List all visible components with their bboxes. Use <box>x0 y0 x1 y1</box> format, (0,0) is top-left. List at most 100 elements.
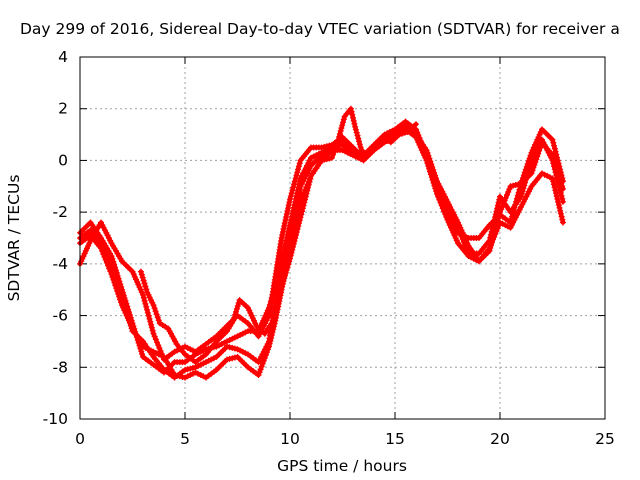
data-point <box>268 335 275 341</box>
data-point <box>273 306 279 313</box>
data-point <box>550 181 557 188</box>
data-point <box>516 186 523 193</box>
data-series <box>77 105 566 381</box>
data-point <box>291 181 297 188</box>
data-point <box>226 344 233 351</box>
data-point <box>437 199 444 206</box>
data-point <box>506 186 513 193</box>
data-point <box>492 231 499 237</box>
plot-frame <box>79 56 606 420</box>
y-tick-labels: -10 -8 -6 -4 -2 0 2 4 <box>43 48 68 428</box>
y-tick-label: -8 <box>53 358 68 376</box>
data-point <box>116 293 123 300</box>
data-point <box>294 226 301 233</box>
data-point <box>301 199 308 206</box>
y-tick-label: 0 <box>58 151 68 169</box>
data-point <box>401 129 408 136</box>
data-point <box>231 314 238 321</box>
data-point <box>235 300 242 306</box>
data-point <box>531 161 538 168</box>
data-point <box>352 153 359 160</box>
data-point <box>550 155 557 162</box>
data-point <box>273 303 280 310</box>
data-point <box>340 119 346 126</box>
data-point <box>205 357 212 364</box>
data-point <box>351 120 358 127</box>
data-point <box>306 178 313 185</box>
data-point <box>275 295 282 302</box>
chart-title: Day 299 of 2016, Sidereal Day-to-day VTE… <box>20 20 620 38</box>
data-point <box>263 349 270 356</box>
data-point <box>283 267 290 274</box>
data-point <box>137 268 144 275</box>
data-point <box>342 148 349 155</box>
data-point <box>553 163 559 170</box>
data-point <box>282 269 289 276</box>
data-point <box>330 151 337 158</box>
data-point <box>353 129 360 136</box>
data-point <box>558 180 565 187</box>
data-point <box>300 202 307 209</box>
data-point <box>551 157 558 164</box>
data-point <box>425 163 432 169</box>
data-point <box>233 305 240 312</box>
y-tick-label: -10 <box>43 410 68 428</box>
data-point <box>555 171 562 178</box>
x-tick-labels: 0 5 10 15 20 25 <box>75 430 615 448</box>
data-point <box>150 330 157 337</box>
data-point <box>331 148 338 155</box>
data-point <box>184 344 191 351</box>
data-point <box>280 226 287 232</box>
data-point <box>513 198 520 205</box>
data-point <box>433 188 440 195</box>
data-point <box>335 136 342 143</box>
data-point <box>237 332 244 338</box>
data-point <box>550 139 557 146</box>
data-point <box>413 121 419 128</box>
data-point <box>152 336 159 343</box>
data-point <box>117 296 124 303</box>
data-point <box>307 175 314 182</box>
data-point <box>544 172 551 179</box>
data-point <box>512 182 519 188</box>
data-point <box>279 232 286 238</box>
x-tick-label: 20 <box>490 430 510 448</box>
data-point <box>293 229 300 236</box>
data-point <box>274 300 281 307</box>
data-point <box>233 308 239 315</box>
data-point <box>535 150 542 157</box>
data-point <box>488 239 495 246</box>
data-point <box>142 300 149 307</box>
data-point <box>154 339 160 346</box>
data-point <box>460 239 467 245</box>
data-point <box>285 202 292 209</box>
x-tick-label: 10 <box>280 430 300 448</box>
data-point <box>295 163 302 170</box>
data-point <box>138 348 145 355</box>
data-point <box>98 245 104 252</box>
data-point <box>457 231 464 238</box>
data-point <box>555 201 562 208</box>
data-point <box>141 280 148 287</box>
data-point <box>305 184 311 191</box>
data-point <box>259 360 266 367</box>
data-point <box>285 261 292 268</box>
data-point <box>423 157 430 164</box>
data-point <box>289 246 296 253</box>
data-point <box>151 333 158 340</box>
data-point <box>352 123 359 130</box>
y-axis-label: SDTVAR / TECUs <box>5 175 23 302</box>
data-point <box>145 312 152 319</box>
y-tick-label: -2 <box>53 203 68 221</box>
data-point <box>462 241 468 248</box>
data-point <box>560 185 566 192</box>
data-point <box>515 189 522 196</box>
data-point <box>549 175 556 182</box>
data-point <box>296 220 302 227</box>
data-point <box>277 289 284 296</box>
data-point <box>290 184 297 191</box>
data-point <box>281 275 288 282</box>
data-point <box>184 373 191 380</box>
